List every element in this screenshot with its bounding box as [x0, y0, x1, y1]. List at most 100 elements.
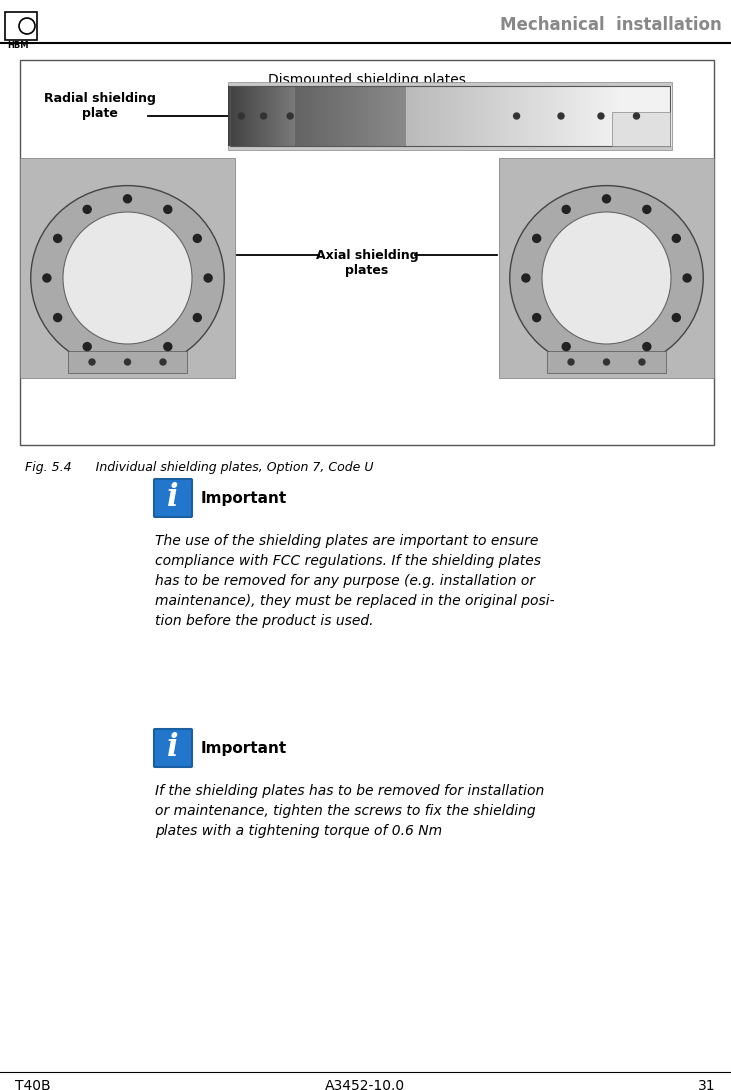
- Bar: [647, 86, 648, 146]
- Bar: [485, 86, 486, 146]
- Bar: [470, 86, 471, 146]
- Bar: [367, 86, 368, 146]
- Circle shape: [204, 274, 212, 282]
- Bar: [294, 86, 295, 146]
- Bar: [531, 86, 532, 146]
- Bar: [415, 86, 416, 146]
- Bar: [489, 86, 490, 146]
- Circle shape: [643, 342, 651, 351]
- Bar: [355, 86, 356, 146]
- Bar: [411, 86, 412, 146]
- Bar: [453, 86, 454, 146]
- Bar: [432, 86, 433, 146]
- Bar: [513, 86, 514, 146]
- Bar: [376, 86, 377, 146]
- Bar: [447, 86, 448, 146]
- Bar: [536, 86, 537, 146]
- Bar: [349, 86, 350, 146]
- Bar: [278, 86, 279, 146]
- Bar: [629, 86, 630, 146]
- Bar: [608, 86, 609, 146]
- Bar: [556, 86, 557, 146]
- Bar: [646, 86, 647, 146]
- Text: 31: 31: [698, 1079, 716, 1090]
- Bar: [604, 86, 605, 146]
- Bar: [416, 86, 417, 146]
- Bar: [636, 86, 637, 146]
- Bar: [654, 86, 655, 146]
- Bar: [617, 86, 618, 146]
- Bar: [620, 86, 621, 146]
- Bar: [330, 86, 331, 146]
- Bar: [439, 86, 440, 146]
- Bar: [611, 86, 612, 146]
- Bar: [246, 86, 247, 146]
- Circle shape: [634, 113, 640, 119]
- Bar: [401, 86, 402, 146]
- Bar: [284, 86, 285, 146]
- Bar: [350, 86, 351, 146]
- Bar: [420, 86, 421, 146]
- Bar: [262, 86, 263, 146]
- Bar: [69, 351, 186, 373]
- Bar: [494, 86, 495, 146]
- Bar: [521, 86, 522, 146]
- Bar: [568, 86, 569, 146]
- Bar: [300, 86, 301, 146]
- Bar: [511, 86, 512, 146]
- Bar: [358, 86, 359, 146]
- Circle shape: [193, 314, 201, 322]
- Bar: [305, 86, 306, 146]
- Bar: [240, 86, 241, 146]
- Bar: [581, 86, 582, 146]
- Bar: [589, 86, 590, 146]
- Bar: [509, 86, 510, 146]
- Bar: [398, 86, 399, 146]
- Bar: [502, 86, 503, 146]
- Bar: [451, 86, 452, 146]
- Bar: [229, 86, 230, 146]
- Bar: [452, 86, 453, 146]
- Bar: [553, 86, 554, 146]
- Bar: [540, 86, 541, 146]
- Bar: [402, 86, 403, 146]
- Bar: [334, 86, 335, 146]
- Bar: [231, 86, 232, 146]
- Bar: [228, 82, 672, 150]
- Bar: [459, 86, 460, 146]
- Bar: [464, 86, 465, 146]
- Bar: [532, 86, 533, 146]
- Bar: [544, 86, 545, 146]
- Bar: [500, 86, 501, 146]
- Bar: [429, 86, 430, 146]
- Circle shape: [514, 113, 520, 119]
- Bar: [247, 86, 248, 146]
- Bar: [545, 86, 546, 146]
- Bar: [668, 86, 669, 146]
- Bar: [445, 86, 446, 146]
- Bar: [670, 86, 671, 146]
- Circle shape: [164, 205, 172, 214]
- Bar: [308, 86, 309, 146]
- Bar: [20, 60, 714, 445]
- Bar: [442, 86, 443, 146]
- Bar: [265, 86, 266, 146]
- Bar: [438, 86, 439, 146]
- Circle shape: [558, 113, 564, 119]
- Bar: [541, 86, 542, 146]
- Bar: [520, 86, 521, 146]
- Bar: [268, 86, 269, 146]
- Bar: [255, 86, 256, 146]
- Bar: [587, 86, 588, 146]
- Bar: [472, 86, 473, 146]
- Bar: [450, 86, 451, 146]
- Bar: [463, 86, 464, 146]
- Bar: [632, 86, 633, 146]
- Bar: [273, 86, 274, 146]
- Bar: [528, 86, 529, 146]
- Bar: [657, 86, 658, 146]
- Bar: [517, 86, 518, 146]
- Bar: [431, 86, 432, 146]
- Bar: [338, 86, 339, 146]
- Bar: [337, 86, 338, 146]
